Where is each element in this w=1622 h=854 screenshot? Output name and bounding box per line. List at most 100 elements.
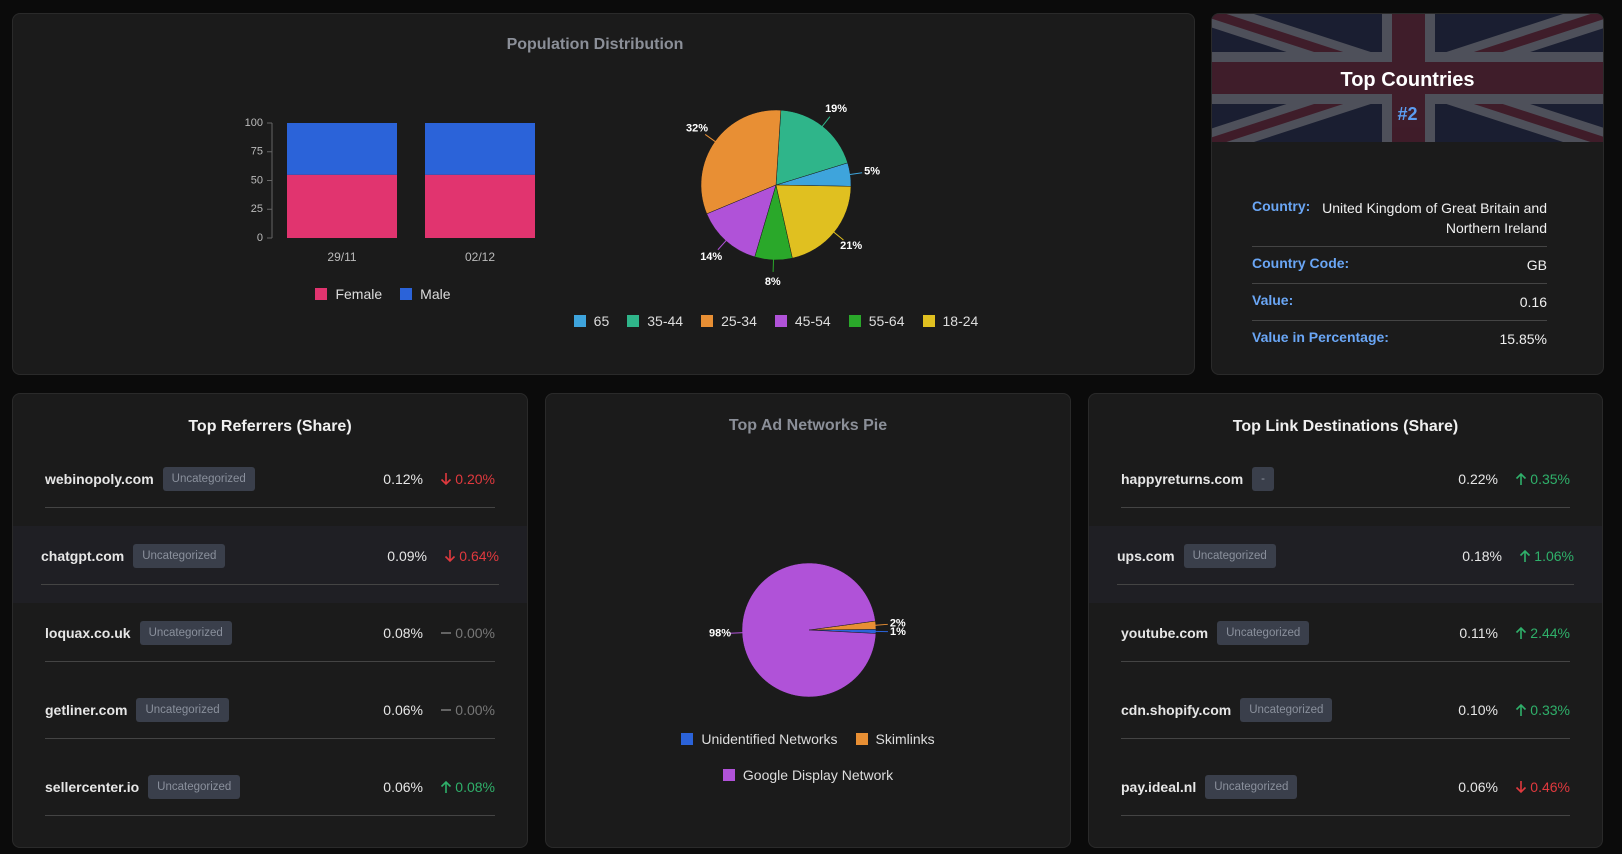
change-value: 0.20% bbox=[455, 471, 495, 487]
ad-networks-chart: Top Ad Networks Pie 1%2% 98% bbox=[709, 417, 906, 698]
category-tag: Uncategorized bbox=[139, 621, 232, 645]
legend-item: Male bbox=[400, 286, 451, 302]
change-value: 0.00% bbox=[455, 702, 495, 718]
row-content: loquax.co.uk Uncategorized 0.08% 0.00% bbox=[45, 621, 495, 662]
legend-item: 25-34 bbox=[701, 313, 757, 329]
legend-item: 18-24 bbox=[922, 313, 979, 329]
legend-swatch bbox=[400, 288, 413, 300]
flag-background bbox=[1212, 14, 1603, 142]
legend-label: 25-34 bbox=[721, 313, 757, 329]
category-tag: Uncategorized bbox=[136, 698, 229, 722]
trend-arrow bbox=[445, 550, 456, 563]
legend-swatch bbox=[315, 288, 328, 300]
trend-arrow bbox=[1516, 703, 1527, 716]
domain-name: happyreturns.com bbox=[1121, 471, 1244, 487]
share: 0.06% bbox=[383, 702, 423, 718]
change: 0.00% bbox=[433, 698, 495, 722]
list-row: loquax.co.uk Uncategorized 0.08% 0.00% bbox=[13, 603, 527, 680]
legend-swatch bbox=[722, 769, 735, 781]
list-row: cdn.shopify.com Uncategorized 0.10% 0.33% bbox=[1089, 680, 1602, 757]
legend-item: 45-54 bbox=[774, 313, 831, 329]
trend-arrow bbox=[1516, 781, 1527, 794]
y-tick-label: 0 bbox=[257, 232, 263, 244]
bar-segment bbox=[287, 174, 397, 238]
list-row: youtube.com Uncategorized 0.11% 2.44% bbox=[1089, 603, 1602, 680]
list-row: getliner.com Uncategorized 0.06% 0.00% bbox=[13, 680, 527, 757]
leader-line bbox=[717, 238, 728, 251]
leader-line bbox=[730, 632, 745, 634]
domain-name: chatgpt.com bbox=[41, 548, 125, 564]
share: 0.08% bbox=[383, 625, 423, 641]
legend-label: Female bbox=[335, 286, 383, 302]
category-tag: - bbox=[1252, 467, 1274, 491]
legend-item: Female bbox=[315, 286, 382, 302]
bar-segment bbox=[425, 174, 535, 238]
detail-label: Country: bbox=[1252, 198, 1311, 214]
domain-name: loquax.co.uk bbox=[45, 625, 131, 641]
legend-item: Unidentified Networks bbox=[681, 731, 838, 747]
detail-label: Country Code: bbox=[1252, 255, 1350, 271]
legend-swatch bbox=[681, 733, 694, 745]
leader-line bbox=[873, 623, 888, 626]
leader-line bbox=[832, 230, 844, 241]
detail-row: Country: United Kingdom of Great Britain … bbox=[1252, 190, 1547, 247]
domain-name: ups.com bbox=[1117, 548, 1175, 564]
data-label: 14% bbox=[700, 251, 722, 263]
detail-row: Value in Percentage: 15.85% bbox=[1252, 321, 1547, 357]
trend-icon bbox=[441, 632, 452, 634]
legend: Female Male bbox=[283, 286, 483, 302]
list: happyreturns.com - 0.22% 0.35% ups.com Uncate… bbox=[1089, 449, 1602, 834]
legend-item: Google Display Network bbox=[722, 767, 894, 783]
share: 0.18% bbox=[1462, 548, 1502, 564]
share: 0.09% bbox=[387, 548, 427, 564]
legend: Unidentified Networks Skimlinks bbox=[546, 731, 1070, 747]
detail-value: GB bbox=[1526, 257, 1547, 273]
trend-arrow bbox=[1516, 626, 1527, 639]
destinations-panel: Top Link Destinations (Share) happyretur… bbox=[1088, 393, 1603, 848]
category-tag: Uncategorized bbox=[1240, 698, 1333, 722]
change-value: 0.00% bbox=[455, 625, 495, 641]
row-content: chatgpt.com Uncategorized 0.09% 0.64% bbox=[41, 544, 499, 585]
change: 0.00% bbox=[433, 621, 495, 645]
leader-line bbox=[704, 134, 717, 143]
category-tag: Uncategorized bbox=[133, 544, 226, 568]
share: 0.22% bbox=[1458, 471, 1498, 487]
leader-line bbox=[848, 172, 863, 176]
domain-name: webinopoly.com bbox=[45, 471, 154, 487]
detail-row: Value: 0.16 bbox=[1252, 284, 1547, 321]
row-content: ups.com Uncategorized 0.18% 1.06% bbox=[1117, 544, 1574, 585]
list: webinopoly.com Uncategorized 0.12% 0.20% cha… bbox=[13, 449, 527, 834]
legend-label: Google Display Network bbox=[742, 767, 894, 783]
change: 0.33% bbox=[1508, 698, 1570, 722]
category-tag: Uncategorized bbox=[1205, 775, 1298, 799]
trend-icon bbox=[441, 780, 452, 793]
list-row: chatgpt.com Uncategorized 0.09% 0.64% bbox=[13, 526, 527, 603]
detail-value: United Kingdom of Great Britain and Nort… bbox=[1322, 200, 1547, 236]
population-chart: Population Distribution 0 25 50 75 100 29/11 0… bbox=[245, 36, 881, 288]
legend-swatch bbox=[855, 733, 868, 745]
change-value: 0.64% bbox=[459, 548, 499, 564]
panel-title: Top Referrers (Share) bbox=[188, 418, 352, 435]
trend-icon bbox=[1520, 549, 1531, 562]
countries-panel: Top Countries #2 Country: United Kingdom … bbox=[1211, 13, 1604, 375]
y-tick-label: 50 bbox=[251, 174, 263, 186]
share: 0.10% bbox=[1458, 702, 1498, 718]
legend-label: 55-64 bbox=[868, 313, 905, 329]
trend-arrow bbox=[1516, 472, 1527, 485]
row-content: webinopoly.com Uncategorized 0.12% 0.20% bbox=[45, 467, 495, 508]
data-label: 2% bbox=[890, 617, 906, 629]
category-tag: Uncategorized bbox=[1217, 621, 1310, 645]
share: 0.11% bbox=[1459, 625, 1498, 641]
change: 1.06% bbox=[1512, 544, 1574, 568]
data-label: 98% bbox=[709, 628, 731, 640]
share: 0.12% bbox=[383, 471, 423, 487]
x-tick-label: 02/12 bbox=[465, 250, 495, 264]
y-tick-label: 25 bbox=[251, 203, 263, 215]
data-label: 21% bbox=[840, 240, 862, 252]
legend-label: 18-24 bbox=[942, 313, 979, 329]
share: 0.06% bbox=[383, 779, 423, 795]
list-row: webinopoly.com Uncategorized 0.12% 0.20% bbox=[13, 449, 527, 526]
change-value: 0.35% bbox=[1530, 471, 1570, 487]
change-value: 1.06% bbox=[1534, 548, 1574, 564]
